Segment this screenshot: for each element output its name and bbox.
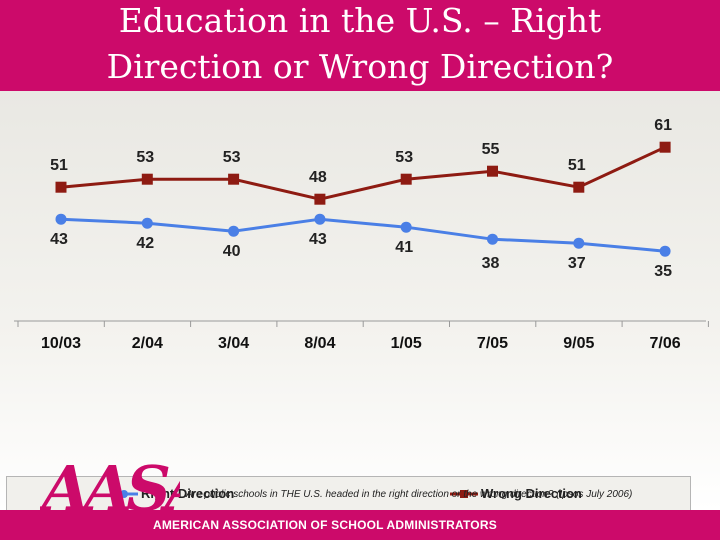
- data-label: 43: [309, 231, 327, 248]
- legend-item-right-direction: Right Direction: [109, 485, 234, 503]
- data-label: 43: [50, 231, 68, 248]
- legend: Right Direction Wrong Direction: [6, 476, 691, 512]
- data-label: 53: [136, 149, 154, 166]
- data-label: 42: [136, 235, 154, 252]
- data-labels: 43 42 40 43 41 38 37 35 51 53 53 48 53 55 51 61: [50, 117, 672, 280]
- chart-panel: 10/03 2/04 3/04 8/04 1/05 7/05 9/05 7/06 43 42 40…: [0, 91, 720, 512]
- data-label: 51: [50, 157, 68, 174]
- data-point: [55, 181, 67, 193]
- data-point: [141, 217, 153, 229]
- line-chart: 10/03 2/04 3/04 8/04 1/05 7/05 9/05 7/06 43 42 40…: [14, 117, 709, 352]
- data-label: 55: [482, 141, 500, 158]
- organization-name: AMERICAN ASSOCIATION OF SCHOOL ADMINISTR…: [153, 518, 497, 532]
- series-group: [55, 141, 671, 257]
- page-title-line-2: Direction or Wrong Direction?: [106, 47, 614, 86]
- data-point: [55, 213, 67, 225]
- legend-label-wrong-direction: Wrong Direction: [481, 486, 582, 501]
- legend-label-right-direction: Right Direction: [141, 486, 235, 501]
- data-label: 38: [482, 255, 500, 272]
- page-title-line-1: Education in the U.S. – Right: [118, 1, 602, 40]
- x-tick-label: 3/04: [218, 335, 249, 352]
- x-tick-label: 2/04: [132, 335, 163, 352]
- data-point: [228, 225, 240, 237]
- footnote: Are public schools in THE U.S. headed in…: [186, 489, 633, 500]
- data-label: 53: [395, 149, 413, 166]
- x-tick-label: 8/04: [304, 335, 335, 352]
- data-label: 53: [223, 149, 241, 166]
- data-point: [573, 237, 585, 249]
- data-point: [400, 173, 412, 185]
- data-point: [659, 245, 671, 257]
- data-label: 51: [568, 157, 586, 174]
- data-point: [400, 221, 412, 233]
- data-label: 48: [309, 169, 327, 186]
- data-point: [228, 173, 240, 185]
- data-point: [487, 233, 498, 245]
- x-tick-label: 7/05: [477, 335, 508, 352]
- data-label: 61: [654, 117, 672, 134]
- x-tick-label: 9/05: [563, 335, 594, 352]
- data-label: 35: [654, 263, 672, 280]
- data-point: [487, 165, 498, 177]
- data-label: 40: [223, 243, 241, 260]
- footer-band: AMERICAN ASSOCIATION OF SCHOOL ADMINISTR…: [0, 510, 720, 540]
- title-bar: Education in the U.S. – Right Direction …: [0, 0, 720, 91]
- data-point: [659, 141, 671, 153]
- data-point: [314, 213, 326, 225]
- x-tick-label: 10/03: [41, 335, 81, 352]
- x-tick-label: 7/06: [650, 335, 681, 352]
- legend-item-wrong-direction: Wrong Direction: [449, 485, 582, 503]
- data-label: 41: [395, 239, 413, 256]
- x-axis: 10/03 2/04 3/04 8/04 1/05 7/05 9/05 7/06: [14, 320, 709, 352]
- data-point: [314, 193, 326, 205]
- legend-marker-right-direction: [110, 490, 138, 498]
- x-tick-label: 1/05: [391, 335, 422, 352]
- data-point: [573, 181, 585, 193]
- series-line: [60, 145, 666, 201]
- data-point: [141, 173, 153, 185]
- legend-marker-wrong-direction: [450, 490, 478, 498]
- data-label: 37: [568, 255, 586, 272]
- series-line: [60, 217, 666, 253]
